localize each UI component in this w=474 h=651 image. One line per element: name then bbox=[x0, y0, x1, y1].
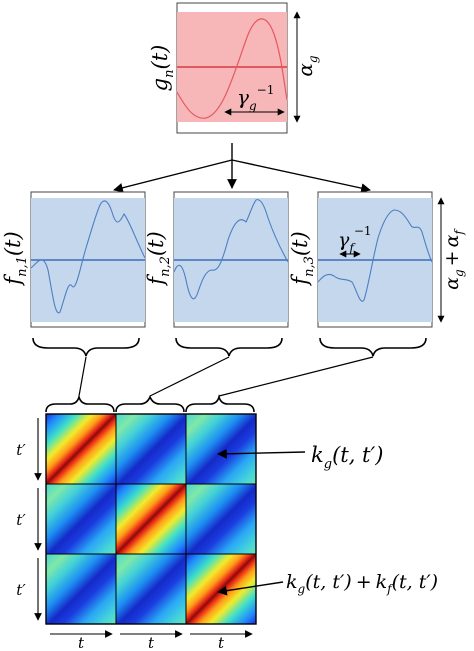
kernel-block-offdiag-1-0 bbox=[46, 484, 116, 554]
matrix-brace-1 bbox=[45, 394, 115, 413]
top-band-label: αg bbox=[293, 55, 320, 77]
top-scale-label: γg−1 bbox=[237, 83, 274, 113]
panel-1-ylabel: fn,1(t) bbox=[1, 231, 30, 286]
kernel-matrix bbox=[45, 413, 257, 625]
panel-braces bbox=[32, 337, 427, 357]
kernel-annotations: kg(t, t′) kg(t, t′) + kf(t, t′) bbox=[217, 443, 438, 596]
arrow-to-panel-1 bbox=[113, 159, 233, 193]
row-label-1: t′ bbox=[16, 511, 26, 529]
kernel-block-offdiag-0-1 bbox=[116, 414, 186, 484]
col-label-1: t bbox=[148, 634, 155, 651]
matrix-axes: t′ t t′ t t′ t bbox=[16, 418, 253, 651]
kernel-block-offdiag-1-2 bbox=[186, 484, 256, 554]
arrow-to-panel-3 bbox=[231, 159, 371, 193]
kernel-block-offdiag-2-0 bbox=[46, 554, 116, 624]
matrix-brace-3 bbox=[185, 394, 255, 413]
top-ylabel: gn(t) bbox=[148, 45, 177, 92]
connector-1 bbox=[78, 356, 87, 397]
middle-panel-2: fn,2(t) bbox=[144, 191, 289, 328]
kernel-matrix-border bbox=[45, 413, 257, 625]
kernel-block-offdiag-0-2 bbox=[186, 414, 256, 484]
branch-arrows bbox=[113, 143, 371, 193]
panel-2-ylabel: fn,2(t) bbox=[144, 231, 173, 286]
annotation-arrow-1 bbox=[217, 448, 306, 459]
annotation-arrow-2 bbox=[217, 581, 284, 596]
annotation-2: kg(t, t′) + kf(t, t′) bbox=[286, 571, 438, 596]
kernel-block-diagonal-1-1 bbox=[116, 484, 186, 554]
top-panel: γg−1 αg gn(t) bbox=[148, 2, 320, 134]
middle-band-label: αg+αf bbox=[441, 228, 466, 290]
panel-3-curve bbox=[317, 209, 433, 302]
middle-panel-3: γf−1 fn,3(t) αg+αf bbox=[288, 191, 466, 328]
row-label-0: t′ bbox=[16, 441, 26, 459]
annotation-1: kg(t, t′) bbox=[311, 443, 383, 472]
brace-panel-2 bbox=[175, 337, 283, 357]
kernel-block-diagonal-0-0 bbox=[46, 414, 116, 484]
col-label-0: t bbox=[78, 634, 85, 651]
panel-3-ylabel: fn,3(t) bbox=[288, 231, 317, 286]
brace-panel-1 bbox=[32, 337, 140, 357]
connector-2 bbox=[149, 356, 230, 397]
middle-panel-1: fn,1(t) bbox=[1, 191, 146, 328]
row-label-2: t′ bbox=[16, 581, 26, 599]
kernel-block-offdiag-2-1 bbox=[116, 554, 186, 624]
matrix-braces bbox=[45, 394, 255, 413]
top-panel-sample-curve bbox=[176, 18, 288, 119]
connector-lines bbox=[78, 356, 374, 397]
connector-3 bbox=[218, 356, 374, 397]
brace-panel-3 bbox=[319, 337, 427, 357]
col-label-2: t bbox=[218, 634, 225, 651]
panel-1-curve bbox=[30, 200, 146, 314]
panel-3-scale-label: γf−1 bbox=[338, 224, 372, 255]
panel-2-curve bbox=[173, 199, 289, 300]
matrix-brace-2 bbox=[115, 394, 185, 413]
kernel-block-diagonal-2-2 bbox=[186, 554, 256, 624]
